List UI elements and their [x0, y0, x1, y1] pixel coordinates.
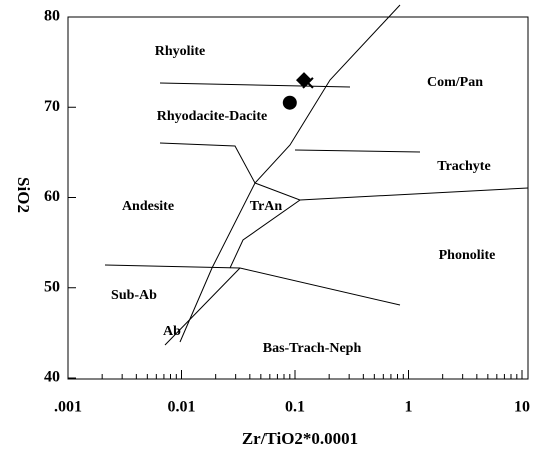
y-tick-label: 80: [44, 8, 60, 25]
field-label: Trachyte: [437, 159, 490, 174]
y-tick-label: 50: [44, 278, 60, 295]
field-label: Andesite: [122, 199, 174, 214]
x-tick-label: 1: [405, 399, 413, 416]
plot-frame: [67, 16, 529, 380]
y-tick-label: 60: [44, 188, 60, 205]
field-label: Bas-Trach-Neph: [263, 341, 362, 356]
x-tick-label: 0.1: [285, 399, 305, 416]
field-label: Sub-Ab: [111, 288, 157, 303]
y-tick-label: 40: [44, 369, 60, 386]
y-axis-label: SiO2: [14, 177, 33, 213]
field-label: Rhyodacite-Dacite: [157, 109, 267, 124]
point: [302, 77, 314, 89]
x-tick-label: .001: [54, 399, 82, 416]
field-label: Phonolite: [439, 248, 496, 263]
field-boundaries: [104, 4, 529, 346]
x-axis-label: Zr/TiO2*0.0001: [242, 429, 358, 448]
y-tick-label: 70: [44, 98, 60, 115]
x-tick-label: 10: [514, 399, 530, 416]
field-label: Rhyolite: [155, 44, 206, 59]
field-label: TrAn: [250, 199, 283, 214]
point: [282, 95, 297, 110]
x-tick-label: 0.01: [168, 399, 196, 416]
field-label: Com/Pan: [427, 75, 483, 90]
field-label: Ab: [163, 324, 181, 339]
